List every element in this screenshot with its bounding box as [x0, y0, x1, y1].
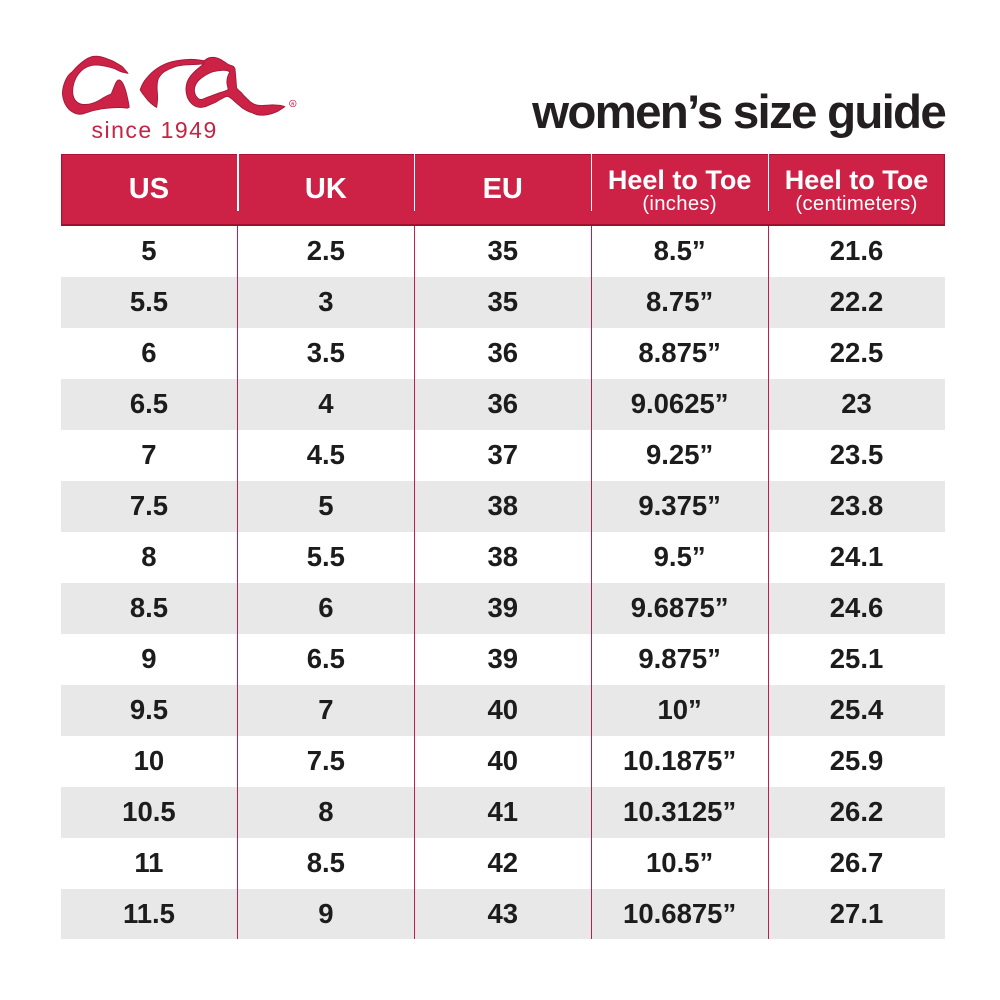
svg-text:R: R [291, 101, 295, 106]
